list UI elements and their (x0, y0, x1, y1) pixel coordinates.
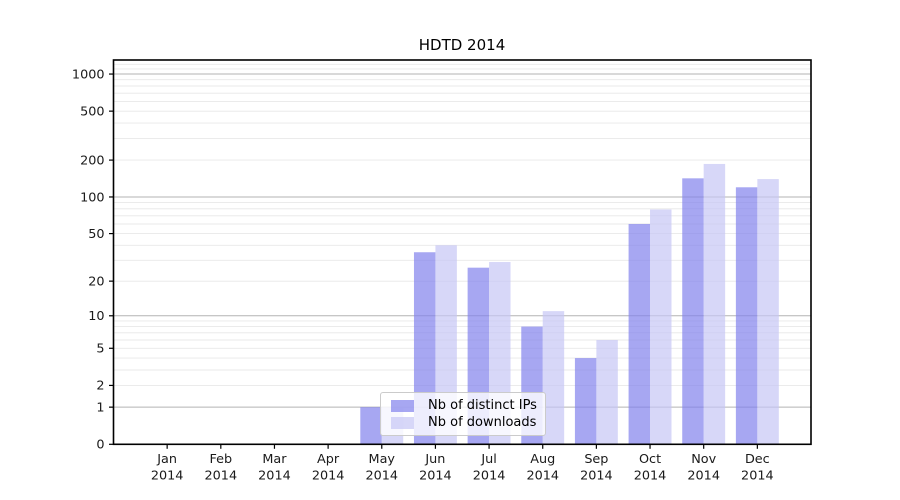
x-axis-year-label: 2014 (526, 468, 559, 483)
chart-title: HDTD 2014 (418, 36, 506, 54)
x-axis-year-label: 2014 (151, 468, 184, 483)
bar-nov-distinct-ips (682, 178, 704, 445)
legend-swatch-downloads-icon (391, 416, 414, 429)
bar-aug-downloads (542, 311, 565, 445)
legend: Nb of distinct IPs Nb of downloads (380, 392, 546, 436)
y-axis-tick-label: 500 (80, 104, 104, 119)
x-axis-month-label: Apr (317, 452, 340, 467)
y-axis-tick-label: 5 (96, 342, 104, 357)
bar-oct-distinct-ips (628, 223, 651, 445)
legend-swatch-distinct-ips-icon (391, 399, 414, 412)
x-axis-month-label: Dec (745, 452, 770, 467)
x-axis-year-label: 2014 (419, 468, 452, 483)
bar-sep-distinct-ips (574, 358, 597, 445)
x-axis-year-label: 2014 (365, 468, 398, 483)
y-axis-tick-label: 200 (80, 153, 104, 168)
y-axis-tick-label: 1 (96, 400, 104, 415)
plot-border (112, 59, 812, 446)
x-axis-year-label: 2014 (687, 468, 720, 483)
x-axis-month-label: Sep (584, 452, 608, 467)
x-axis-month-label: Aug (530, 452, 555, 467)
x-axis-month-label: Nov (691, 452, 716, 467)
bar-dec-downloads (757, 179, 779, 445)
y-axis-tick-label: 2 (96, 379, 104, 394)
x-axis-year-label: 2014 (312, 468, 345, 483)
legend-label-distinct-ips: Nb of distinct IPs (428, 398, 537, 413)
y-axis-tick-label: 1000 (72, 67, 105, 82)
x-axis-month-label: Mar (262, 452, 287, 467)
y-axis-tick-label: 20 (88, 274, 104, 289)
y-axis-tick-label: 10 (88, 309, 104, 324)
bar-sep-downloads (596, 340, 618, 445)
legend-label-downloads: Nb of downloads (428, 415, 537, 430)
x-axis-month-label: May (369, 452, 396, 467)
y-axis-tick-label: 0 (96, 438, 104, 453)
legend-item-downloads: Nb of downloads (388, 416, 537, 429)
x-axis-year-label: 2014 (634, 468, 667, 483)
bar-nov-downloads (703, 163, 726, 445)
bar-oct-downloads (650, 209, 672, 445)
y-axis-tick-label: 50 (88, 227, 104, 242)
x-axis-month-label: Oct (639, 452, 661, 467)
x-axis-month-label: Jun (424, 452, 445, 467)
x-axis-year-label: 2014 (580, 468, 613, 483)
legend-item-distinct-ips: Nb of distinct IPs (388, 399, 537, 412)
y-axis-tick-label: 100 (80, 190, 104, 205)
x-axis-year-label: 2014 (741, 468, 774, 483)
bar-dec-distinct-ips (735, 187, 758, 445)
x-axis-year-label: 2014 (473, 468, 506, 483)
x-axis-year-label: 2014 (258, 468, 291, 483)
x-axis-year-label: 2014 (205, 468, 238, 483)
bar-may-distinct-ips (360, 407, 382, 445)
x-axis-month-label: Jul (480, 452, 496, 467)
x-axis-month-label: Jan (156, 452, 177, 467)
x-axis-month-label: Feb (209, 452, 232, 467)
